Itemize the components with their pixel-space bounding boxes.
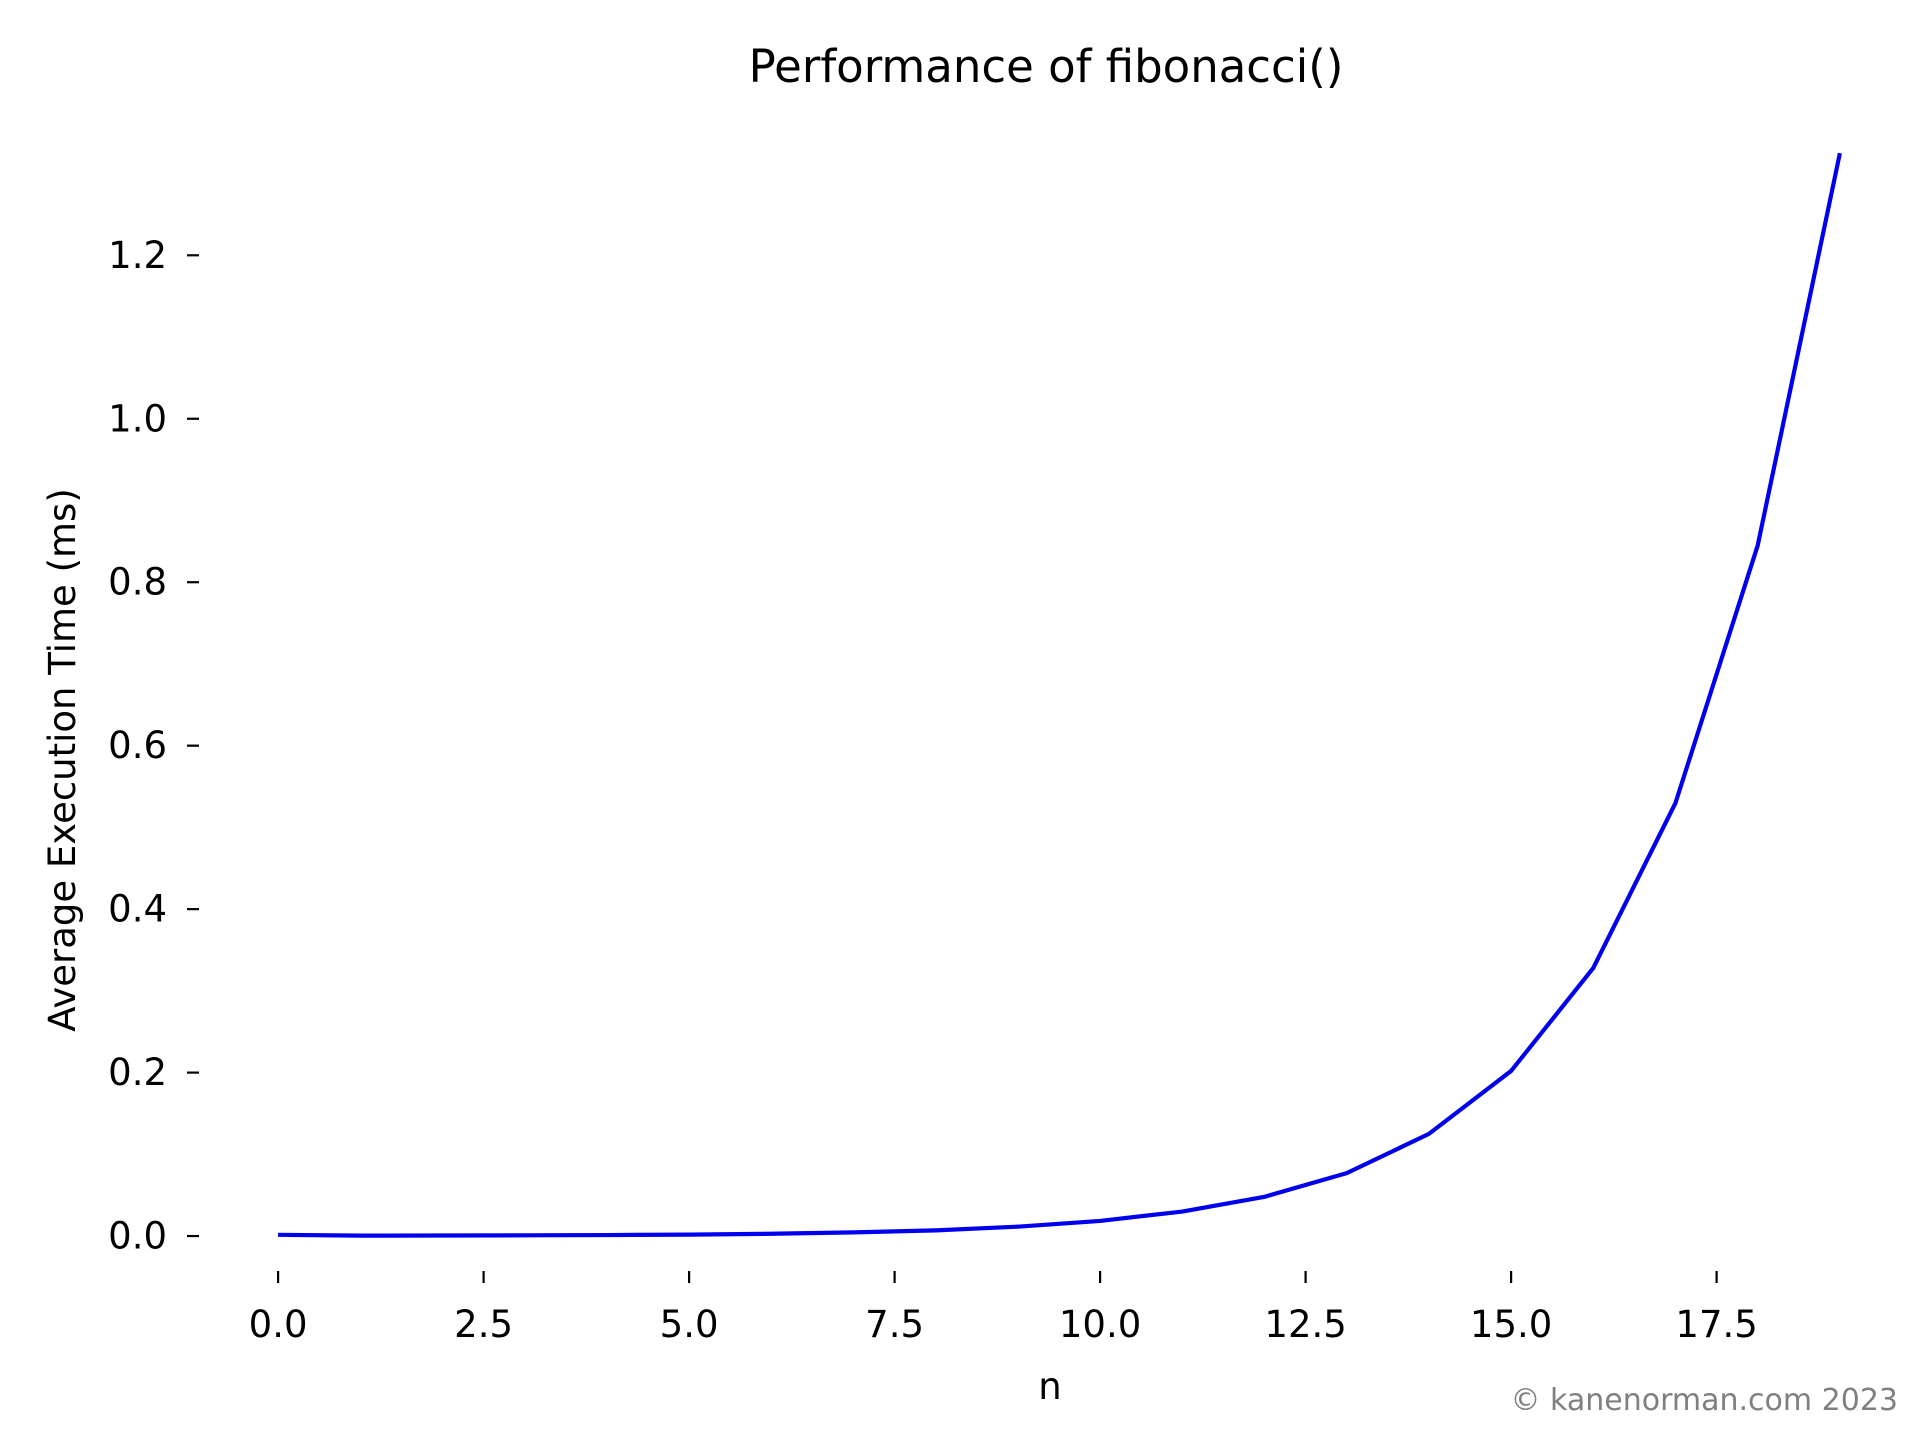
y-tick-label: 1.0 [108, 397, 167, 440]
y-tick-label: 0.0 [108, 1215, 167, 1258]
series-line [278, 152, 1842, 1238]
x-tick-label: 5.0 [660, 1303, 719, 1346]
y-tick-label: 0.2 [108, 1051, 167, 1094]
x-tick-label: 7.5 [865, 1303, 924, 1346]
chart-title: Performance of fibonacci() [749, 40, 1344, 93]
y-tick-label: 0.6 [108, 724, 167, 767]
x-tick-label: 17.5 [1675, 1303, 1757, 1346]
y-tick-label: 1.2 [108, 234, 167, 277]
x-axis-label: n [1038, 1365, 1061, 1408]
x-tick-label: 2.5 [454, 1303, 513, 1346]
y-tick-label: 0.8 [108, 561, 167, 604]
plot-area [278, 152, 1842, 1238]
y-axis-label: Average Execution Time (ms) [41, 488, 84, 1032]
x-tick-label: 12.5 [1264, 1303, 1346, 1346]
x-axis: 0.0 2.5 5.0 7.5 10.0 12.5 15.0 17.5 [249, 1271, 1758, 1346]
x-tick-label: 10.0 [1059, 1303, 1141, 1346]
x-tick-label: 0.0 [249, 1303, 308, 1346]
y-tick-label: 0.4 [108, 888, 167, 931]
copyright-watermark: © kanenorman.com 2023 [1510, 1383, 1898, 1418]
x-tick-label: 15.0 [1470, 1303, 1552, 1346]
y-axis: 0.0 0.2 0.4 0.6 0.8 1.0 1.2 [108, 234, 199, 1258]
